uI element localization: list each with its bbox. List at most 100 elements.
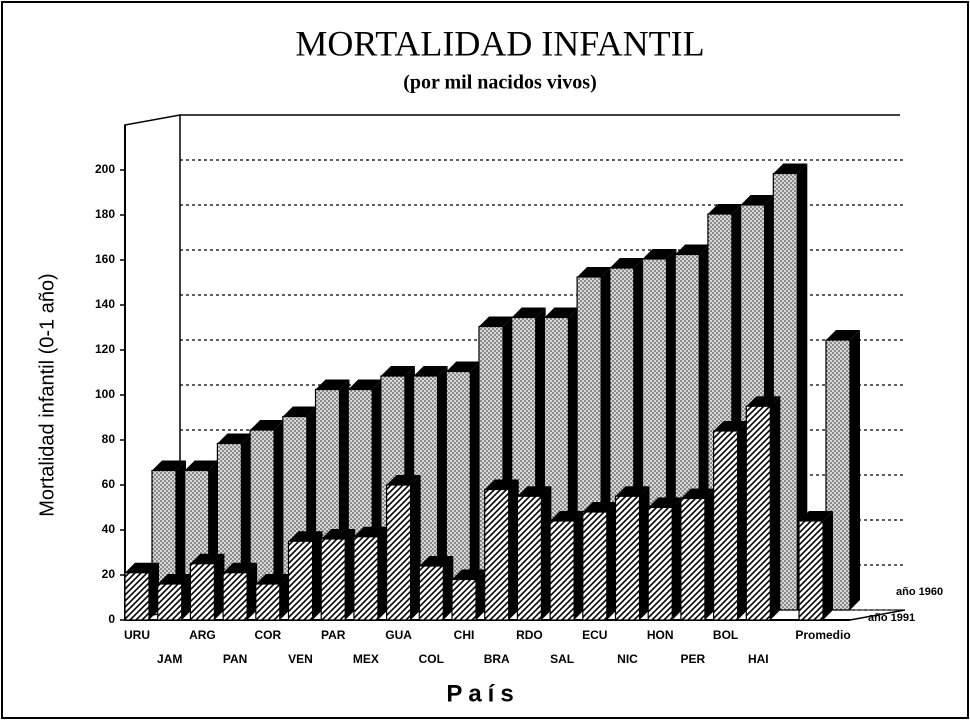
bar-face [190, 553, 225, 564]
bar-face [745, 405, 771, 621]
x-tick-label: SAL [550, 652, 574, 666]
x-tick-label: PAN [223, 652, 247, 666]
legend-label: año 1991 [868, 612, 915, 624]
bar-face [214, 553, 225, 620]
bar-face [614, 495, 641, 621]
bar-face [443, 556, 454, 620]
bar-face [181, 574, 192, 620]
bar-face [615, 486, 650, 497]
bar-face [217, 433, 252, 444]
bar-face [410, 475, 421, 620]
bar-face [321, 529, 356, 539]
bar-face [157, 583, 183, 621]
bar-face [380, 366, 415, 376]
bar-face [157, 574, 192, 584]
bar [255, 574, 290, 621]
bar [287, 531, 323, 621]
y-tick-label: 160 [95, 252, 115, 266]
y-tick-label: 180 [95, 207, 115, 221]
bar-face [451, 578, 477, 621]
bar-face [419, 556, 454, 566]
bar-face [799, 511, 833, 521]
bar-face [279, 574, 290, 620]
bar-face [850, 330, 860, 610]
bar-face [353, 536, 379, 621]
bar-face [797, 163, 808, 610]
bar-face [152, 460, 186, 471]
bar-face [250, 420, 285, 430]
bar-face [544, 307, 579, 318]
bar [516, 486, 552, 621]
bar-face [287, 540, 314, 621]
x-tick-label: BOL [713, 628, 738, 642]
y-tick-label: 200 [95, 162, 115, 176]
bar-face [223, 562, 258, 573]
bar-face [386, 475, 421, 485]
y-tick-label: 60 [102, 477, 116, 491]
x-tick-label: GUA [385, 628, 412, 642]
bar-face [639, 486, 650, 620]
bar-face [712, 430, 739, 621]
bar-face [704, 488, 715, 620]
x-tick-label: Promedio [795, 628, 850, 642]
bar-face [353, 526, 388, 537]
y-tick-label: 140 [95, 297, 115, 311]
bar-face [189, 563, 215, 621]
x-tick-label: CHI [454, 628, 475, 642]
bar-face [345, 529, 356, 620]
x-tick-label: PER [681, 652, 706, 666]
bar [353, 526, 388, 621]
bar [549, 511, 585, 621]
bar-face [437, 366, 448, 610]
bar [614, 486, 650, 621]
bar-face [282, 406, 317, 417]
bar [798, 511, 833, 621]
bar [320, 529, 356, 621]
bar [680, 488, 715, 621]
x-axis-label: País [446, 680, 519, 707]
bar [745, 396, 781, 621]
bar [386, 475, 421, 621]
bar-face [511, 307, 546, 318]
bar-face [288, 531, 323, 542]
y-tick-label: 0 [108, 612, 115, 626]
bar [189, 553, 225, 621]
bar-face [826, 330, 860, 340]
bar-face [320, 538, 346, 621]
bar-face [648, 497, 683, 508]
bar [451, 569, 486, 621]
bar-face [574, 511, 585, 620]
bar [582, 502, 617, 621]
y-tick-label: 40 [102, 522, 116, 536]
bar-face [149, 562, 159, 620]
bar-face [484, 479, 519, 490]
bar-face [124, 572, 150, 621]
bar-face [516, 495, 543, 621]
bar-face [418, 565, 444, 621]
bar-face [222, 572, 248, 621]
bar-face [737, 421, 748, 620]
bar-face [713, 421, 748, 431]
x-tick-label: JAM [157, 652, 182, 666]
bar-face [446, 361, 481, 372]
bar-face [247, 562, 258, 620]
bar-face [647, 506, 673, 621]
bar-face [770, 396, 781, 620]
x-tick-label: NIC [617, 652, 638, 666]
y-tick-label: 20 [102, 567, 116, 581]
bar-face [746, 396, 781, 407]
x-tick-label: COL [419, 652, 444, 666]
bar-face [348, 379, 383, 390]
x-tick-label: RDO [516, 628, 543, 642]
bar-face [479, 316, 513, 327]
x-tick-label: VEN [288, 652, 313, 666]
bar [484, 479, 519, 621]
bar [222, 562, 258, 621]
bar-face [452, 569, 486, 580]
bar-face [484, 488, 510, 621]
bar-face [315, 379, 350, 390]
bar-face [470, 361, 481, 610]
x-tick-label: HON [647, 628, 674, 642]
